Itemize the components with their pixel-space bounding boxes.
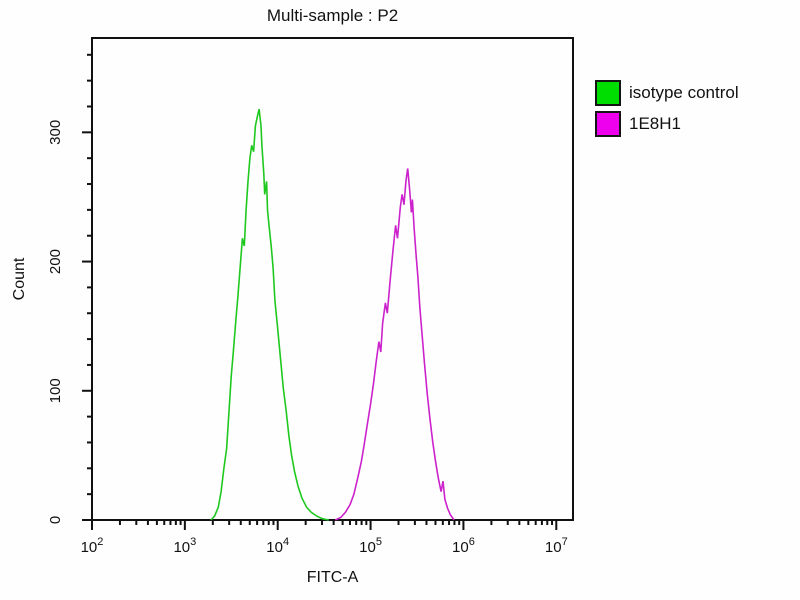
legend-swatch-green [595, 80, 621, 106]
series-curve-isotype-control [210, 108, 329, 521]
series-curve-1e8h1 [334, 168, 455, 521]
legend-label-1e8h1: 1E8H1 [629, 114, 681, 133]
x-tick-label: 102 [81, 536, 104, 556]
x-tick-label: 103 [173, 536, 196, 556]
x-tick-label: 106 [452, 536, 475, 556]
x-tick-label: 107 [545, 536, 568, 556]
legend: isotype control 1E8H1 [595, 80, 739, 137]
legend-item-isotype-control: isotype control [595, 80, 739, 106]
legend-item-1e8h1: 1E8H1 [595, 111, 739, 137]
y-axis-ticks [82, 53, 92, 521]
y-axis-title: Count [11, 257, 28, 300]
plot-border [91, 37, 574, 521]
chart-title: Multi-sample : P2 [266, 6, 399, 25]
legend-swatch-magenta [595, 111, 621, 137]
y-tick-label: 300 [47, 120, 64, 145]
x-axis-tick-labels: 102 103 104 105 106 107 [81, 536, 568, 556]
legend-label-isotype-control: isotype control [629, 83, 739, 102]
x-tick-label: 105 [359, 536, 382, 556]
y-tick-label: 200 [47, 249, 64, 274]
x-axis-title: FITC-A [307, 569, 359, 586]
x-tick-label: 104 [266, 536, 289, 556]
y-tick-label: 100 [47, 378, 64, 403]
y-axis-tick-labels: 0 100 200 300 [47, 120, 64, 524]
y-tick-label: 0 [47, 516, 64, 524]
x-axis-ticks [91, 520, 558, 530]
